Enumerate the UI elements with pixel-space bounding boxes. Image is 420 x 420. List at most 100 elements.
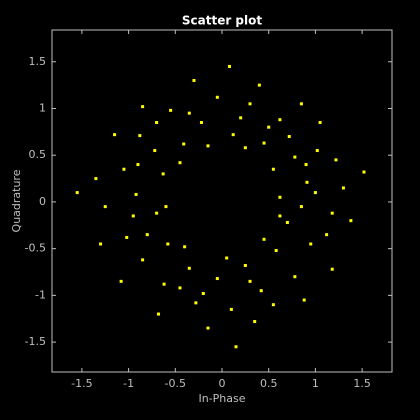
scatter-point [278, 214, 282, 218]
scatter-point [199, 121, 203, 125]
scatter-point [145, 233, 149, 237]
scatter-point [141, 258, 145, 262]
scatter-point [166, 242, 170, 246]
y-tick-label: -1 [35, 288, 46, 301]
scatter-point [243, 263, 247, 267]
x-tick-label: -1.5 [71, 377, 92, 390]
scatter-point [330, 211, 334, 215]
scatter-point [271, 167, 275, 171]
scatter-point [156, 312, 160, 316]
scatter-point [304, 163, 308, 167]
x-axis-label: In-Phase [198, 392, 245, 405]
scatter-point [125, 235, 129, 239]
scatter-point [259, 289, 263, 293]
scatter-point [248, 102, 252, 106]
y-tick-label: 1.5 [29, 55, 47, 68]
scatter-point [243, 146, 247, 150]
scatter-point [178, 161, 182, 165]
scatter-point [215, 277, 219, 281]
scatter-point [299, 205, 303, 209]
scatter-point [299, 102, 303, 106]
scatter-point [309, 242, 313, 246]
scatter-point [287, 135, 291, 139]
scatter-point [103, 205, 107, 209]
scatter-point [231, 133, 235, 137]
scatter-point [349, 219, 353, 223]
scatter-point [302, 298, 306, 302]
scatter-point [161, 172, 165, 176]
x-tick-label: -1 [123, 377, 134, 390]
x-tick-label: 0 [219, 377, 226, 390]
scatter-point [239, 116, 243, 120]
x-tick-label: -0.5 [165, 377, 186, 390]
y-tick-label: -1.5 [25, 335, 46, 348]
scatter-point [257, 83, 261, 87]
scatter-point [278, 118, 282, 122]
scatter-point [318, 121, 322, 125]
scatter-point [187, 111, 191, 115]
scatter-point [206, 144, 210, 148]
scatter-point [134, 192, 138, 196]
scatter-point [119, 279, 123, 283]
scatter-point [192, 78, 196, 82]
scatter-point [136, 163, 140, 167]
scatter-point [315, 149, 319, 153]
scatter-point [274, 249, 278, 253]
scatter-point [227, 64, 231, 68]
x-tick-label: 1 [312, 377, 319, 390]
scatter-point [131, 214, 135, 218]
y-tick-label: 0 [39, 195, 46, 208]
scatter-point [285, 220, 289, 224]
chart-title: Scatter plot [182, 14, 263, 28]
scatter-point [248, 279, 252, 283]
scatter-point [187, 266, 191, 270]
scatter-point [341, 186, 345, 190]
scatter-point [267, 125, 271, 129]
scatter-point [234, 345, 238, 349]
scatter-point [278, 195, 282, 199]
scatter-point [293, 155, 297, 159]
scatter-point [215, 95, 219, 99]
scatter-point [206, 326, 210, 330]
scatter-point [362, 170, 366, 174]
scatter-point [99, 242, 103, 246]
scatter-point [155, 121, 159, 125]
scatter-point [164, 205, 168, 209]
scatter-point [313, 191, 317, 195]
scatter-point [183, 245, 187, 249]
scatter-point [155, 211, 159, 215]
y-tick-label: -0.5 [25, 242, 46, 255]
scatter-point [138, 134, 142, 138]
y-tick-label: 0.5 [29, 148, 47, 161]
scatter-point [178, 286, 182, 290]
y-axis-label: Quadrature [10, 169, 23, 232]
x-tick-label: 0.5 [260, 377, 278, 390]
scatter-point [162, 282, 166, 286]
scatter-point [229, 307, 233, 311]
scatter-point [113, 133, 117, 137]
scatter-point [253, 320, 257, 324]
scatter-point [75, 191, 79, 195]
scatter-point [330, 267, 334, 271]
scatter-point [293, 275, 297, 279]
scatter-point [169, 108, 173, 112]
scatter-point [225, 256, 229, 260]
scatter-point [271, 303, 275, 307]
y-tick-label: 1 [39, 101, 46, 114]
scatter-point [153, 149, 157, 153]
scatter-point [182, 142, 186, 146]
scatter-point [122, 167, 126, 171]
scatter-point [262, 141, 266, 145]
scatter-point [94, 177, 98, 181]
plot-area [51, 29, 393, 373]
scatter-point [325, 233, 329, 237]
scatter-point [141, 105, 145, 109]
scatter-point [262, 237, 266, 241]
scatter-point [201, 292, 205, 296]
scatter-point [305, 180, 309, 184]
scatter-point [194, 301, 198, 305]
x-tick-label: 1.5 [353, 377, 371, 390]
scatter-point [334, 158, 338, 162]
